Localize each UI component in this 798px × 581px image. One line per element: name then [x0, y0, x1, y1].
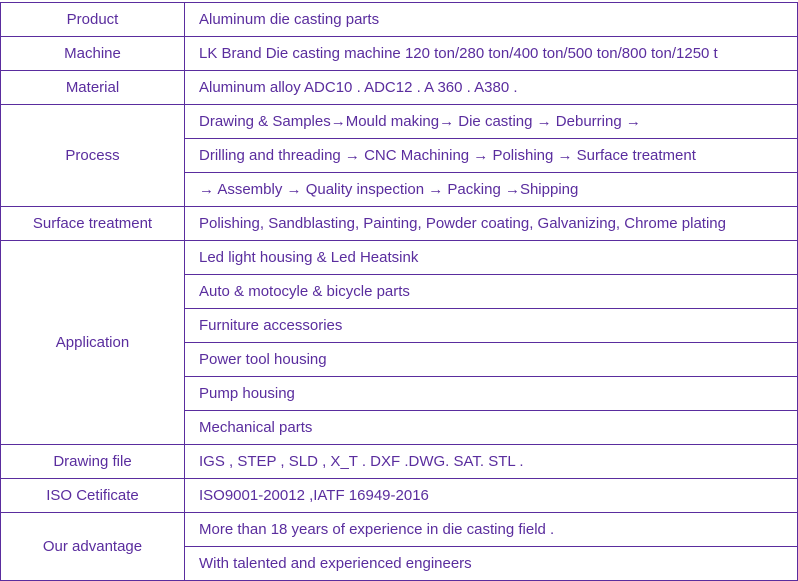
value-application-2: Auto & motocyle & bicycle parts: [185, 275, 798, 309]
value-process-1: Drawing & Samples→Mould making→ Die cast…: [185, 105, 798, 139]
table-row: Material Aluminum alloy ADC10 . ADC12 . …: [1, 71, 798, 105]
table-row: Product Aluminum die casting parts: [1, 3, 798, 37]
value-application-3: Furniture accessories: [185, 309, 798, 343]
table-row: Our advantage More than 18 years of expe…: [1, 513, 798, 547]
table-row: Drawing file IGS , STEP , SLD , X_T . DX…: [1, 445, 798, 479]
label-machine: Machine: [1, 37, 185, 71]
value-application-4: Power tool housing: [185, 343, 798, 377]
value-application-1: Led light housing & Led Heatsink: [185, 241, 798, 275]
label-material: Material: [1, 71, 185, 105]
table-row: ISO Cetificate ISO9001-20012 ,IATF 16949…: [1, 479, 798, 513]
value-application-5: Pump housing: [185, 377, 798, 411]
value-machine: LK Brand Die casting machine 120 ton/280…: [185, 37, 798, 71]
label-advantage: Our advantage: [1, 513, 185, 581]
table-row: Machine LK Brand Die casting machine 120…: [1, 37, 798, 71]
value-advantage-1: More than 18 years of experience in die …: [185, 513, 798, 547]
table-row: Application Led light housing & Led Heat…: [1, 241, 798, 275]
table-row: Surface treatment Polishing, Sandblastin…: [1, 207, 798, 241]
value-iso: ISO9001-20012 ,IATF 16949-2016: [185, 479, 798, 513]
value-advantage-2: With talented and experienced engineers: [185, 547, 798, 581]
label-iso: ISO Cetificate: [1, 479, 185, 513]
label-surface: Surface treatment: [1, 207, 185, 241]
table-row: Process Drawing & Samples→Mould making→ …: [1, 105, 798, 139]
value-application-6: Mechanical parts: [185, 411, 798, 445]
value-process-2: Drilling and threading → CNC Machining →…: [185, 139, 798, 173]
label-product: Product: [1, 3, 185, 37]
value-drawing: IGS , STEP , SLD , X_T . DXF .DWG. SAT. …: [185, 445, 798, 479]
value-product: Aluminum die casting parts: [185, 3, 798, 37]
label-process: Process: [1, 105, 185, 207]
value-material: Aluminum alloy ADC10 . ADC12 . A 360 . A…: [185, 71, 798, 105]
label-drawing: Drawing file: [1, 445, 185, 479]
spec-table: Product Aluminum die casting parts Machi…: [0, 2, 798, 581]
value-surface: Polishing, Sandblasting, Painting, Powde…: [185, 207, 798, 241]
label-application: Application: [1, 241, 185, 445]
value-process-3: → Assembly → Quality inspection → Packin…: [185, 173, 798, 207]
